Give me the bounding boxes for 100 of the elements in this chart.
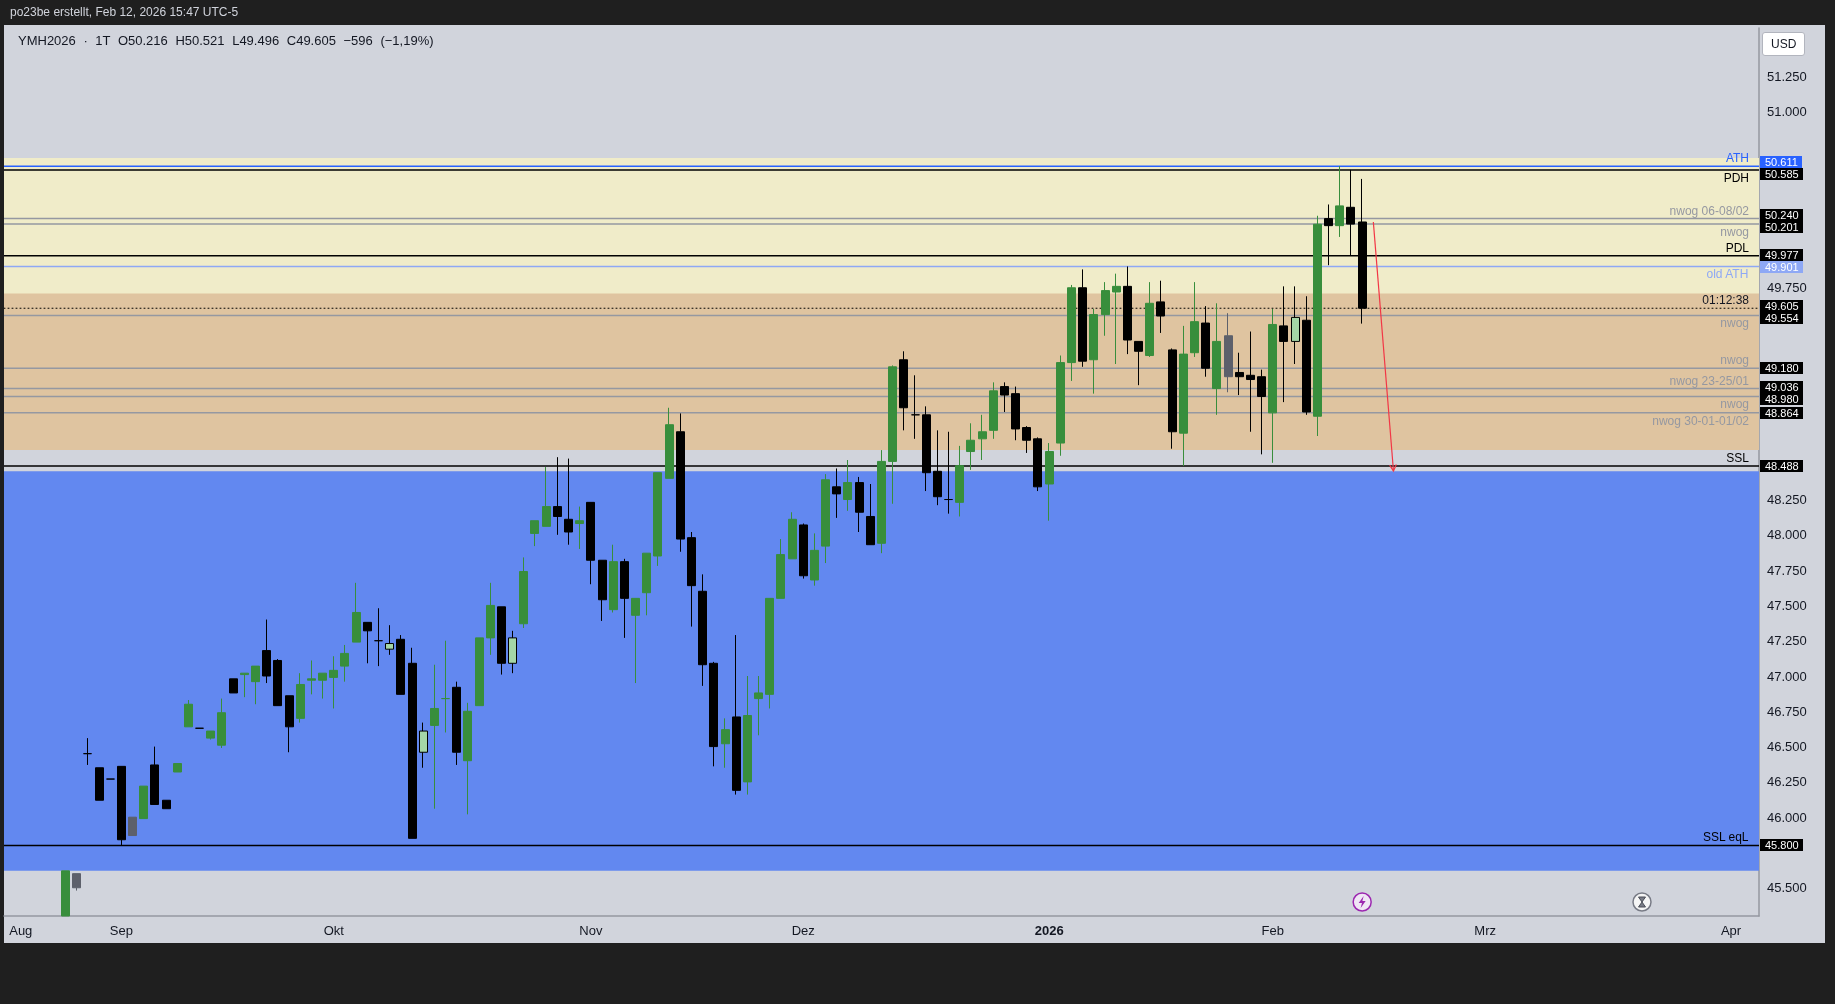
candlestick [1089,308,1098,395]
ref-line-label: nwog [1720,316,1749,331]
candlestick [363,621,372,664]
ref-line-label: nwog 23-25/01 [1669,373,1749,388]
candlestick [1112,273,1121,365]
candlestick [966,422,975,471]
x-tick-label: Feb [1261,923,1284,938]
y-tick-label: 49.977 [1760,249,1803,262]
candlestick [385,624,394,656]
ref-line-label: ATH [1725,151,1749,166]
candlestick [821,473,830,564]
chart-subtitle: po23be erstellt, Feb 12, 2026 15:47 UTC-5 [10,5,239,19]
ref-line-label: nwog [1720,397,1749,412]
candlestick [586,501,595,585]
candlestick [463,702,472,815]
candlestick [1101,281,1110,337]
y-tick-label: 45.800 [1760,839,1803,852]
candlestick [1000,381,1009,413]
y-tick-label: 50.611 [1760,156,1802,169]
y-tick-label: 49.605 [1760,299,1803,312]
candlestick [888,364,897,505]
candlestick [251,665,260,705]
x-tick-label: Aug [9,923,33,938]
candlestick [1056,355,1065,457]
candlestick [329,655,338,709]
y-tick-label: 48.980 [1760,392,1803,405]
ref-line-label: SSL [1726,450,1749,465]
x-tick-label: Sep [109,923,133,938]
candlestick [1335,165,1344,238]
candlestick [396,634,405,695]
candlestick [978,414,987,461]
candlestick [1145,281,1154,358]
candlestick [340,644,349,683]
candlestick [497,606,506,676]
candlestick [486,582,495,656]
candlestick [139,785,148,820]
candlestick [61,870,70,917]
candlestick [519,556,528,629]
ref-line-label: nwog [1720,353,1749,368]
candlestick [150,746,159,805]
y-tick-label: 48.864 [1760,406,1803,419]
candlestick [83,737,92,766]
candlestick [1212,302,1221,416]
candlestick [1190,281,1199,358]
y-tick-label: 50.201 [1760,221,1803,234]
candlestick [206,730,215,741]
x-tick-label: Nov [579,923,603,938]
x-tick-label: Okt [323,923,345,938]
candlestick [508,630,517,674]
y-tick-label: 46.000 [1767,809,1807,825]
candlestick [955,445,964,517]
ref-line-label: nwog 06-08/02 [1669,203,1749,218]
y-tick-label: 49.554 [1760,311,1803,324]
candlestick [1022,425,1031,454]
y-tick-label: 48.250 [1767,492,1807,508]
candlestick [1224,312,1233,393]
candlestick [598,559,607,622]
candlestick [721,717,730,769]
candlestick [899,350,908,431]
candlestick [229,678,238,694]
chart-title: YMH2026 · 1T O50.216 H50.521 L49.496 C49.605 −596 (−1,19%) [18,33,434,48]
annotation: 01:12:38 [1702,293,1749,308]
candlestick [665,407,674,479]
candlestick [810,532,819,587]
candlestick [217,698,226,749]
y-tick-label: 47.000 [1767,668,1807,684]
candlestick [575,506,584,550]
ref-line-label: PDH [1723,170,1749,185]
candlestick [1313,215,1322,437]
ref-line-label: nwog 30-01-01/02 [1652,413,1749,428]
y-tick-label: 46.500 [1767,739,1807,755]
y-tick-label: 47.500 [1767,597,1807,613]
candlestick [273,658,282,707]
candlestick [408,647,417,839]
candlestick [1246,331,1255,433]
x-tick-label: Mrz [1474,923,1496,938]
candlestick [877,449,886,554]
candlestick [441,640,450,733]
candlestick [1134,340,1143,386]
candlestick [307,659,316,695]
y-tick-label: 50.240 [1760,209,1803,222]
candlestick [843,459,852,512]
candlestick [855,476,864,533]
candlestick [285,695,294,753]
candlestick [1168,347,1177,450]
y-tick-label: 48.000 [1767,527,1807,543]
candlestick [754,675,763,736]
candlestick [1257,369,1266,455]
candlestick [620,558,629,639]
candlestick [542,466,551,527]
ref-line-label: PDL [1725,240,1749,255]
candlestick [911,374,920,440]
candlestick [989,381,998,440]
candlestick [262,619,271,684]
candlestick [318,672,327,700]
candlestick [1179,325,1188,467]
candlestick [642,552,651,616]
x-tick-label: Apr [1720,923,1742,938]
candlestick [374,607,383,667]
y-tick-label: 49.180 [1760,362,1803,375]
